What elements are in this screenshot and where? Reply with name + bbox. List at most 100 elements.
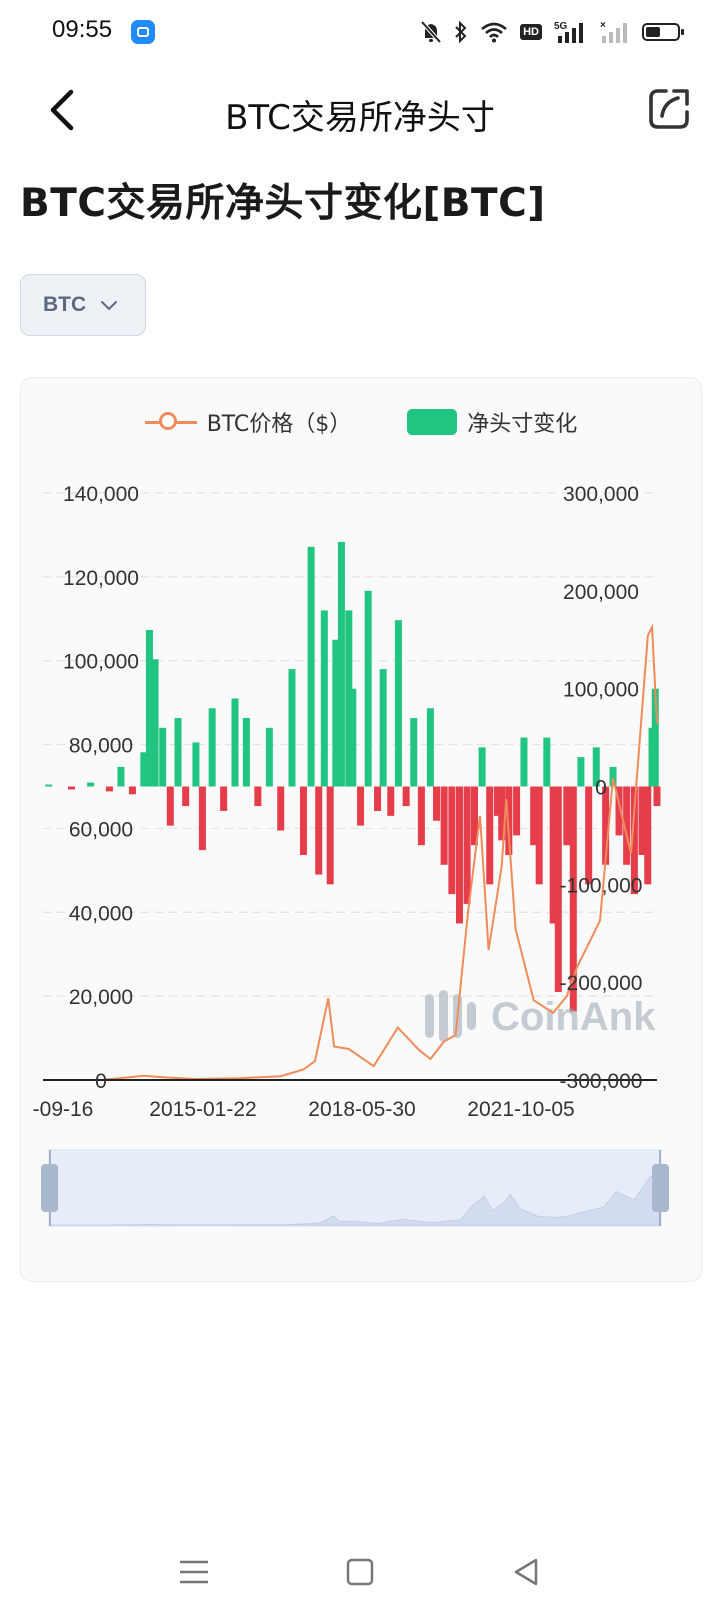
netflow-bar [117, 766, 125, 787]
legend-price-label: BTC价格（$） [206, 412, 352, 437]
zoom-handle-right [652, 1164, 669, 1212]
netflow-bar [174, 718, 182, 787]
netflow-bar [535, 786, 543, 885]
netflow-bar [326, 786, 334, 885]
left-axis-ticks: 0 20,000 40,000 60,000 80,000 100,000 120,000 1… [63, 483, 139, 1093]
netflow-bar [644, 786, 652, 885]
netflow-bar [208, 708, 216, 787]
coin-selector[interactable]: BTC [20, 274, 146, 336]
netflow-bar [277, 786, 285, 831]
share-button[interactable] [646, 86, 692, 132]
left-axis-label: 80,000 [69, 735, 133, 758]
right-axis-label: -100,000 [560, 874, 643, 897]
left-axis-label: 140,000 [63, 483, 139, 506]
left-axis-label: 120,000 [63, 567, 139, 590]
legend-netflow-swatch [407, 409, 458, 435]
left-axis-label: 40,000 [69, 902, 133, 925]
legend-netflow-label: 净头寸变化 [467, 412, 578, 437]
netflow-bar [307, 546, 315, 787]
home-square-icon [346, 1558, 374, 1586]
netflow-bar [151, 659, 159, 787]
zoom-preview-area [50, 1174, 661, 1226]
netflow-bar [463, 786, 471, 904]
netflow-bar [410, 718, 418, 787]
netflow-bar [569, 786, 577, 1012]
back-nav-button[interactable] [504, 1550, 548, 1594]
netflow-bar [105, 786, 113, 792]
netflow-bar [374, 786, 382, 811]
netflow-bar [520, 737, 528, 787]
netflow-bar [87, 782, 95, 787]
netflow-bar [440, 786, 448, 865]
netflow-bar [563, 786, 571, 846]
svg-text:×: × [600, 20, 606, 31]
netflow-bar [332, 639, 340, 787]
netflow-bar [379, 669, 387, 787]
netflow-bar [530, 786, 538, 846]
netflow-bar [602, 786, 610, 865]
app-notification-icon [131, 20, 155, 44]
chart-legend: BTC价格（$） 净头寸变化 [21, 406, 701, 438]
back-triangle-icon [514, 1558, 538, 1586]
status-icons: HD 5G × [420, 18, 684, 46]
netflow-bar [638, 786, 646, 855]
legend-price[interactable]: BTC价格（$） [144, 406, 352, 438]
left-axis-label: 20,000 [69, 986, 133, 1009]
share-icon [649, 89, 689, 129]
signal-empty-icon: × [600, 20, 627, 43]
netflow-bar [470, 786, 478, 846]
netflow-bar [45, 784, 53, 787]
netflow-bar [320, 610, 328, 787]
netflow-bar [357, 786, 365, 826]
right-axis-label: 300,000 [563, 483, 639, 506]
netflow-bar [265, 727, 273, 787]
netflow-bar [192, 742, 200, 787]
right-axis-label: 100,000 [563, 679, 639, 702]
netflow-bar [220, 786, 228, 811]
netflow-bar [364, 590, 372, 787]
coinank-logo-icon [425, 990, 476, 1042]
netflow-bar [242, 718, 250, 787]
x-axis-label: 2021-10-05 [467, 1098, 574, 1121]
legend-netflow[interactable]: 净头寸变化 [407, 406, 577, 438]
netflow-bar [394, 620, 402, 787]
netflow-bar [486, 786, 494, 885]
menu-button[interactable] [172, 1550, 216, 1594]
x-axis-label: 2015-01-22 [149, 1098, 256, 1121]
back-button[interactable] [38, 82, 86, 138]
left-axis-label: 0 [95, 1070, 107, 1093]
coin-selector-value: BTC [43, 293, 87, 316]
netflow-chart[interactable]: CoinAnk 0 20,000 40,000 60,000 80,000 100,000… [21, 378, 701, 1281]
chevron-left-icon [50, 89, 74, 131]
netflow-bar [159, 727, 167, 787]
right-axis-ticks: -300,000 -200,000 -100,000 0 100,000 200,000 3… [560, 483, 643, 1093]
left-axis-label: 60,000 [69, 818, 133, 841]
page-title: BTC交易所净头寸 [225, 98, 495, 138]
netflow-bar [585, 786, 593, 885]
netflow-bar [166, 786, 174, 826]
netflow-bar [402, 786, 410, 807]
chevron-down-icon [101, 301, 118, 311]
netflow-bar [478, 747, 486, 787]
menu-icon [180, 1560, 208, 1584]
right-axis-label: -300,000 [560, 1070, 643, 1093]
right-axis-label: 0 [595, 777, 607, 800]
home-button[interactable] [338, 1550, 382, 1594]
x-axis-label: 2018-05-30 [308, 1098, 415, 1121]
netflow-bar [128, 786, 136, 795]
netflow-bar [182, 786, 190, 807]
netflow-bar [231, 698, 239, 787]
netflow-bar [345, 610, 353, 787]
netflow-bar [349, 688, 357, 787]
netflow-bar [337, 541, 345, 787]
battery-icon [642, 23, 684, 41]
netflow-bar [288, 669, 296, 787]
hd-icon: HD [520, 24, 542, 40]
svg-text:5G: 5G [554, 21, 568, 32]
status-bar: 09:55 HD 5G × [0, 0, 720, 64]
netflow-bar [387, 786, 395, 816]
netflow-bar [455, 786, 463, 924]
right-axis-label: -200,000 [560, 972, 643, 995]
system-nav-bar [0, 1530, 720, 1612]
netflow-bar [493, 786, 501, 816]
